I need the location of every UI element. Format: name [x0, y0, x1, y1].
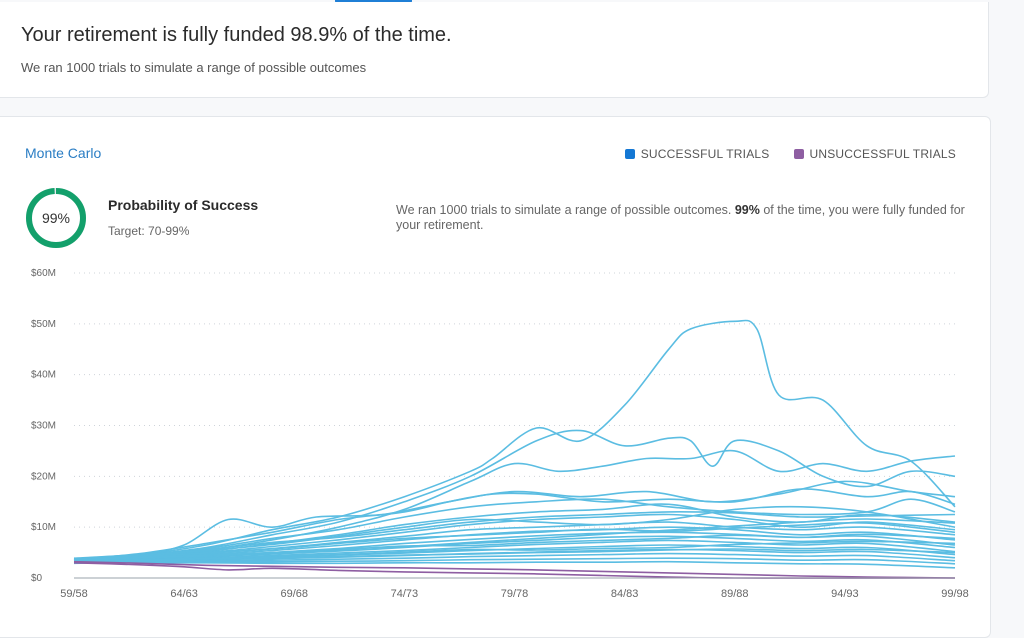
unsuccessful-trial-line: [73, 560, 956, 579]
y-tick-label: $0: [31, 573, 43, 584]
successful-trial-line: [73, 498, 956, 560]
successful-trial-line: [73, 552, 956, 563]
successful-trial-line: [73, 505, 956, 561]
successful-trial-line: [73, 429, 956, 561]
legend-unsuccessful[interactable]: UNSUCCESSFUL TRIALS: [793, 147, 957, 161]
chart-axes: $0 $10M $20M $30M $40M $50M $60M 59/58 64/63 69/6…: [31, 268, 969, 600]
y-tick-label: $40M: [31, 370, 56, 381]
legend-successful[interactable]: SUCCESSFUL TRIALS: [624, 147, 770, 161]
y-tick-label: $20M: [31, 471, 56, 482]
summary-title: Your retirement is fully funded 98.9% of…: [21, 24, 452, 46]
successful-trial-line: [73, 511, 956, 560]
y-tick-label: $50M: [31, 319, 56, 330]
x-tick-label: 64/63: [170, 588, 198, 600]
successful-trial-line: [73, 518, 956, 561]
successful-trial-lines: [73, 319, 956, 569]
legend-successful-swatch: [624, 149, 635, 159]
successful-trial-line: [73, 533, 956, 562]
successful-trial-line: [73, 548, 956, 563]
successful-trial-line: [73, 521, 956, 560]
legend-unsuccessful-label: UNSUCCESSFUL TRIALS: [809, 147, 956, 161]
summary-card: Your retirement is fully funded 98.9% of…: [0, 2, 989, 98]
probability-desc-pre: We ran 1000 trials to simulate a range o…: [396, 203, 735, 217]
donut-arc: [26, 188, 86, 248]
legend-successful-label: SUCCESSFUL TRIALS: [640, 147, 770, 161]
x-tick-label: 69/68: [280, 588, 308, 600]
successful-trial-line: [73, 557, 956, 565]
y-tick-label: $60M: [31, 268, 56, 279]
successful-trial-line: [73, 449, 956, 561]
y-tick-label: $10M: [31, 522, 56, 533]
successful-trial-line: [73, 560, 956, 569]
x-tick-label: 79/78: [501, 588, 529, 600]
x-tick-label: 59/58: [60, 588, 88, 600]
donut-value: 99%: [41, 210, 71, 226]
monte-carlo-title[interactable]: Monte Carlo: [25, 145, 102, 161]
y-tick-label: $30M: [31, 421, 56, 432]
probability-title: Probability of Success: [108, 197, 259, 213]
monte-carlo-chart: $0 $10M $20M $30M $40M $50M $60M 59/58 64/63 69/6…: [31, 268, 969, 600]
x-tick-label: 74/73: [391, 588, 419, 600]
x-tick-label: 89/88: [721, 588, 749, 600]
x-tick-label: 99/98: [941, 588, 969, 600]
x-tick-label: 94/93: [831, 588, 859, 600]
probability-desc-bold: 99%: [734, 203, 760, 217]
chart-legend: SUCCESSFUL TRIALS UNSUCCESSFUL TRIALS: [624, 147, 957, 161]
probability-description: We ran 1000 trials to simulate a range o…: [396, 203, 971, 233]
probability-target: Target: 70-99%: [108, 224, 190, 238]
successful-trial-line: [73, 319, 956, 560]
donut-ring: [26, 188, 86, 248]
legend-unsuccessful-swatch: [793, 149, 804, 159]
probability-desc-post: of the time, you were fully funded for y…: [396, 203, 965, 232]
monte-carlo-card: Monte Carlo SUCCESSFUL TRIALS UNSUCCESSF…: [0, 116, 991, 638]
probability-donut: 99%: [25, 187, 87, 249]
summary-subtitle: We ran 1000 trials to simulate a range o…: [21, 60, 367, 75]
successful-trial-line: [73, 488, 956, 561]
x-tick-label: 84/83: [611, 588, 639, 600]
active-tab-indicator: [335, 0, 412, 3]
